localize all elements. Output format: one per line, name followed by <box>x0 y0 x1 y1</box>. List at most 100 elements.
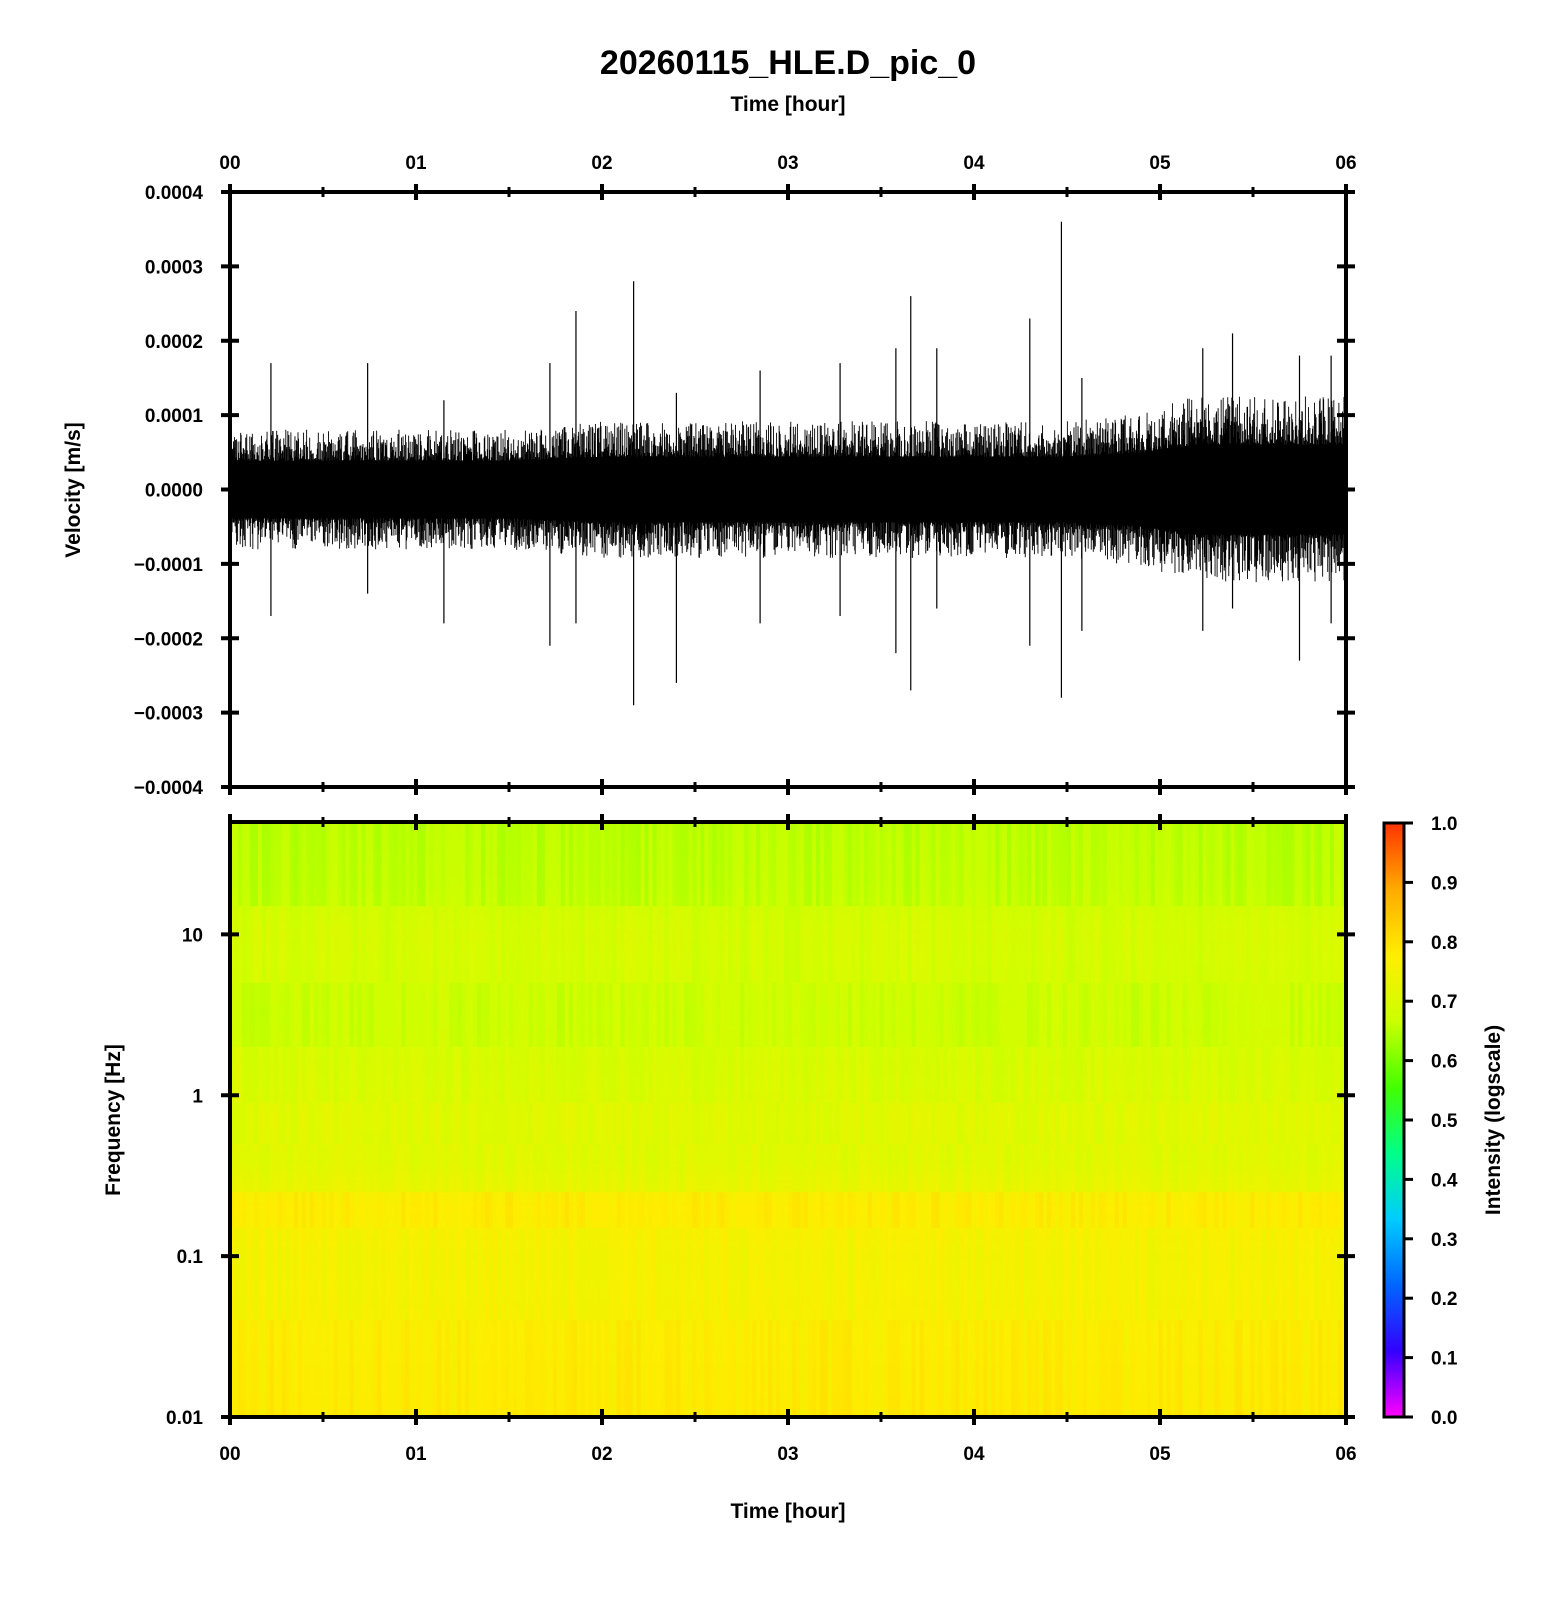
spectrogram-cell <box>289 1143 295 1193</box>
spectrogram-cell <box>644 1227 649 1321</box>
spectrogram-cell <box>261 906 267 983</box>
spectrogram-cell <box>501 1046 506 1103</box>
spectrogram-cell <box>636 982 641 1047</box>
spectrogram-cell <box>453 1143 458 1193</box>
spectrogram-cell <box>417 1102 422 1144</box>
spectrogram-cell <box>955 982 960 1047</box>
spectrogram-cell <box>1302 1143 1307 1193</box>
spectrogram-cell <box>839 822 845 907</box>
spectrogram-cell <box>520 822 526 907</box>
spectrogram-cell <box>927 1227 932 1321</box>
spectrogram-cell <box>939 822 944 907</box>
spectrogram-cell <box>887 906 892 983</box>
spectrogram-cell <box>301 1046 307 1103</box>
spectrogram-cell <box>740 1143 745 1193</box>
spectrogram-cell <box>1007 822 1012 907</box>
spectrogram-cell <box>1122 906 1128 983</box>
spectrogram-cell <box>233 906 239 983</box>
spectrogram-cell <box>477 906 482 983</box>
spectrogram-cell <box>716 982 721 1047</box>
spectrogram-cell <box>803 906 809 983</box>
spectrogram-cell <box>768 906 773 983</box>
spectrogram-cell <box>556 1227 562 1321</box>
spectrogram-cell <box>736 1320 741 1417</box>
spectrogram-cell <box>1270 1046 1275 1103</box>
spectrogram-cell <box>1262 982 1267 1047</box>
spectrogram-cell <box>417 1227 422 1321</box>
spectrogram-cell <box>1063 1227 1068 1321</box>
spectrogram-cell <box>1334 1227 1339 1321</box>
spectrogram-cell <box>871 1046 876 1103</box>
spectrogram-cell <box>644 906 649 983</box>
spectrogram-cell <box>481 822 486 907</box>
spectrogram-cell <box>728 1143 733 1193</box>
spectrogram-cell <box>1230 1192 1235 1228</box>
spectrogram-cell <box>353 1143 358 1193</box>
spectrogram-y-axis-label: Frequency [Hz] <box>102 1044 125 1196</box>
spectrogram-cell <box>1230 1102 1235 1144</box>
spectrogram-cell <box>975 1192 980 1228</box>
spectrogram-cell <box>1102 1192 1108 1228</box>
spectrogram-cell <box>1039 1046 1044 1103</box>
spectrogram-cell <box>943 822 948 907</box>
spectrogram-cell <box>672 906 677 983</box>
spectrogram-cell <box>632 982 637 1047</box>
spectrogram-cell <box>672 1320 677 1417</box>
spectrogram-cell <box>1198 1192 1203 1228</box>
spectrogram-cell <box>1278 1227 1283 1321</box>
spectrogram-cell <box>532 1102 538 1144</box>
spectrogram-cell <box>1059 906 1064 983</box>
spectrogram-cell <box>1270 1102 1275 1144</box>
spectrogram-cell <box>1102 1320 1108 1417</box>
spectrogram-cell <box>1146 1143 1151 1193</box>
spectrogram-cell <box>636 906 641 983</box>
spectrogram-cell <box>1043 1192 1048 1228</box>
spectrogram-cell <box>1070 822 1076 907</box>
spectrogram-cell <box>568 1143 574 1193</box>
spectrogram-cell <box>1318 1320 1323 1417</box>
spectrogram-cell <box>265 982 271 1047</box>
spectrogram-cell <box>385 1192 390 1228</box>
spectrogram-cell <box>632 1143 637 1193</box>
spectrogram-cell <box>927 906 932 983</box>
spectrogram-cell <box>281 1227 287 1321</box>
spectrogram-cell <box>341 1102 346 1144</box>
spectrogram-cell <box>1194 982 1199 1047</box>
spectrogram-cell <box>863 822 869 907</box>
x-tick-label: 06 <box>1335 153 1356 174</box>
spectrogram-cell <box>951 1227 956 1321</box>
spectrogram-cell <box>1023 1143 1028 1193</box>
spectrogram-cell <box>1023 906 1028 983</box>
spectrogram-cell <box>1230 1143 1235 1193</box>
spectrogram-cell <box>1154 1143 1159 1193</box>
spectrogram-cell <box>835 822 841 907</box>
y-tick-label: 0.1 <box>177 1247 204 1268</box>
spectrogram-cell <box>509 1320 514 1417</box>
spectrogram-cell <box>875 1192 880 1228</box>
spectrogram-cell <box>1266 982 1271 1047</box>
spectrogram-cell <box>393 982 398 1047</box>
spectrogram-cell <box>1047 822 1052 907</box>
spectrogram-cell <box>1110 1046 1116 1103</box>
spectrogram-cell <box>1218 822 1223 907</box>
spectrogram-cell <box>1027 1046 1032 1103</box>
spectrogram-cell <box>688 1143 693 1193</box>
spectrogram-cell <box>1222 1102 1227 1144</box>
spectrogram-cell <box>556 1143 562 1193</box>
spectrogram-cell <box>732 1143 737 1193</box>
spectrogram-cell <box>931 1102 936 1144</box>
spectrogram-cell <box>680 1143 685 1193</box>
spectrogram-cell <box>365 1046 370 1103</box>
spectrogram-cell <box>305 982 311 1047</box>
spectrogram-cell <box>469 1192 474 1228</box>
spectrogram-cell <box>1134 906 1140 983</box>
spectrogram-cell <box>568 1320 574 1417</box>
spectrogram-cell <box>815 906 821 983</box>
spectrogram-cell <box>584 1102 590 1144</box>
spectrogram-cell <box>1174 1143 1179 1193</box>
spectrogram-cell <box>516 982 522 1047</box>
spectrogram-cell <box>1114 1046 1120 1103</box>
spectrogram-cell <box>831 1046 837 1103</box>
spectrogram-cell <box>704 906 709 983</box>
